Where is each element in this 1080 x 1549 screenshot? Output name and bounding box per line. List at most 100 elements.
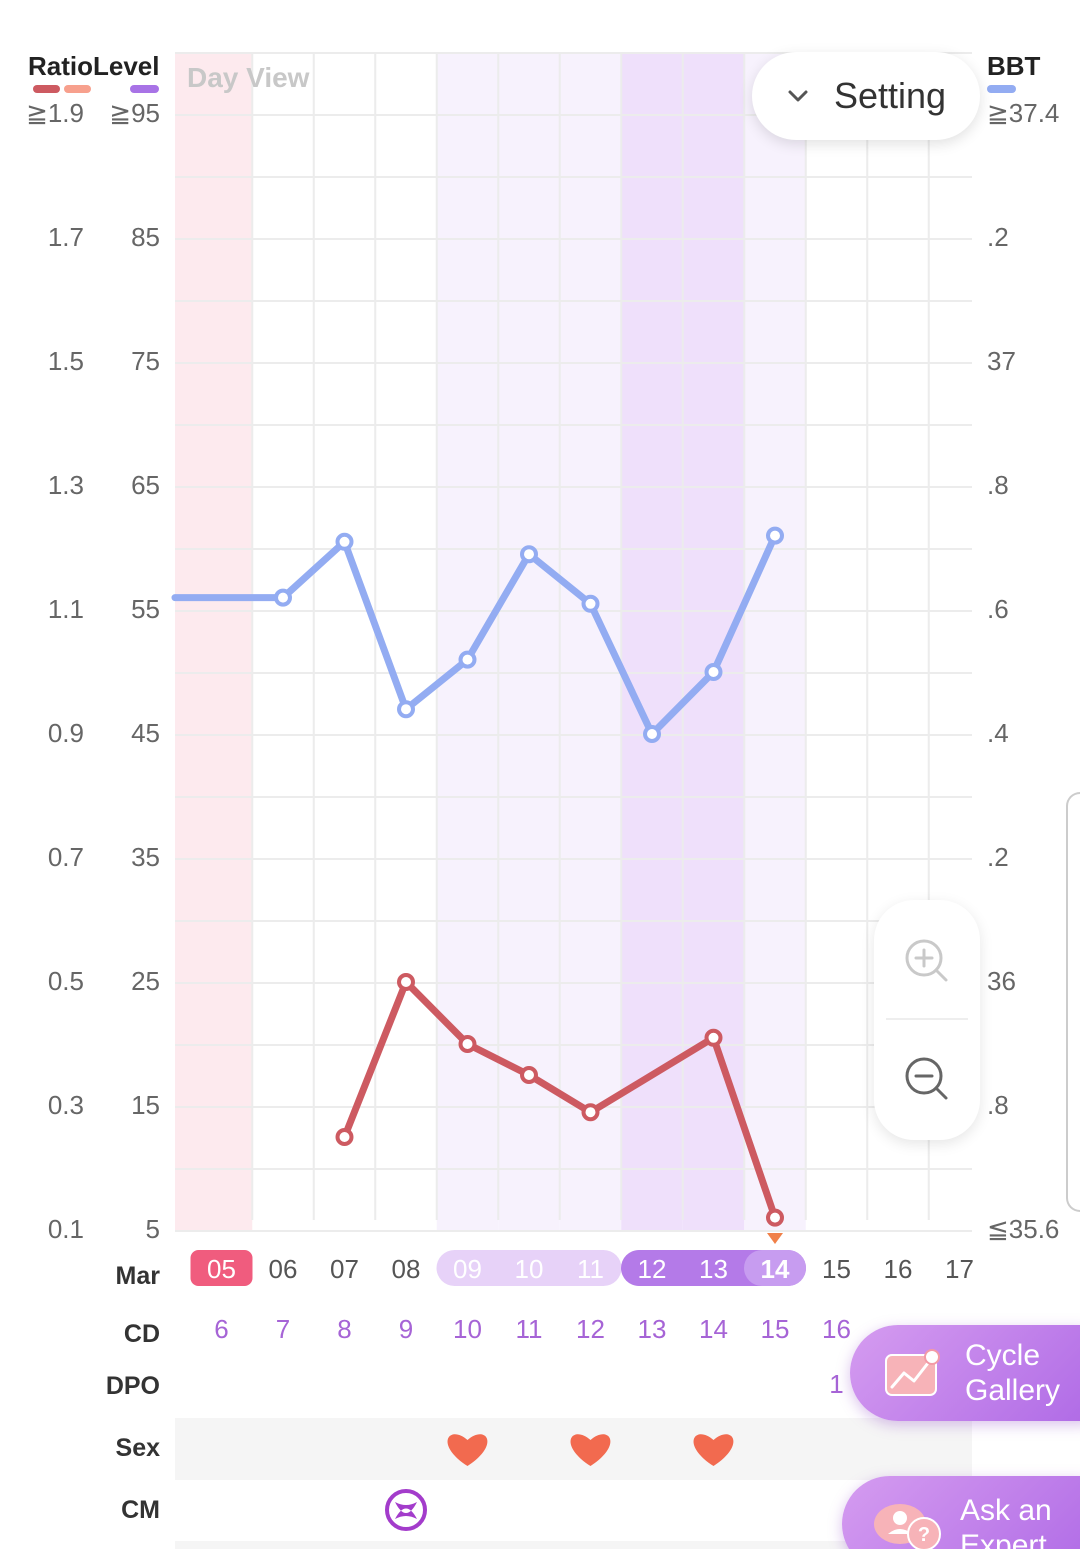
bbt-point	[274, 588, 292, 607]
bbt-point	[458, 650, 477, 669]
zoom-divider	[886, 1018, 968, 1020]
level-tick-label: 45	[131, 718, 160, 748]
day-label: 08	[392, 1254, 421, 1284]
bbt-tick-label: .8	[987, 470, 1009, 500]
level-color-swatch	[130, 85, 159, 93]
bbt-point	[581, 594, 600, 613]
setting-button[interactable]: Setting	[752, 52, 980, 140]
ratio-tick-label: 1.1	[47, 594, 84, 624]
dpo-label: 1	[829, 1369, 843, 1399]
zoom-controls	[874, 900, 980, 1140]
ratio-tick-label: 0.5	[47, 966, 84, 996]
peak-band	[621, 53, 683, 1231]
day-label: 09	[453, 1254, 482, 1284]
ratio-point	[766, 1208, 784, 1227]
bbt-point	[397, 700, 415, 719]
bbt-point	[766, 526, 784, 545]
bbt-point	[704, 663, 723, 681]
today-pill	[744, 1250, 806, 1286]
ratio-point	[581, 1103, 600, 1122]
period-band	[175, 53, 253, 1231]
heart-icon	[693, 1434, 734, 1466]
cycle-day-label: 14	[699, 1314, 728, 1344]
level-tick-label: 65	[131, 470, 160, 500]
level-header: Level	[93, 51, 160, 81]
sex-label: Sex	[115, 1434, 160, 1462]
cm-label: CM	[121, 1496, 160, 1524]
gallery-chart-icon	[885, 1349, 940, 1396]
day-label: 10	[515, 1254, 544, 1284]
bbt-tick-label: ≦35.6	[987, 1214, 1060, 1244]
cycle-gallery-line1: Cycle	[965, 1339, 1041, 1372]
ratio-tick-label: 0.3	[47, 1090, 84, 1120]
ratio-tick-label: ≧1.9	[26, 98, 84, 128]
level-tick-label: 85	[131, 222, 160, 252]
bbt-tick-label: .2	[987, 842, 1009, 872]
cycle-day-label: 16	[822, 1314, 851, 1344]
bbt-header: BBT	[987, 51, 1041, 81]
cycle-gallery-button[interactable]: Cycle Gallery	[850, 1325, 1080, 1421]
ratio-point	[704, 1028, 723, 1047]
ratio-tick-label: 1.7	[47, 222, 84, 252]
ask-expert-button[interactable]: ? Ask an Expert	[842, 1476, 1080, 1549]
bbt-color-swatch	[987, 85, 1016, 93]
today-marker	[767, 1233, 783, 1244]
day-label: 11	[577, 1254, 604, 1284]
setting-label: Setting	[834, 75, 947, 116]
bbt-tick-label: .6	[987, 594, 1009, 624]
ratio-point	[458, 1035, 477, 1053]
day-label: 16	[884, 1254, 913, 1284]
side-drawer-handle[interactable]	[1066, 792, 1080, 1212]
cycle-day-label: 15	[761, 1314, 790, 1344]
ratio-color-swatch-light	[64, 85, 91, 93]
ratio-tick-label: 0.1	[47, 1214, 84, 1244]
ratio-tick-label: 0.7	[47, 842, 84, 872]
bbt-tick-label: .8	[987, 1090, 1009, 1120]
cycle-day-label: 12	[576, 1314, 605, 1344]
fertile-pill	[436, 1250, 622, 1286]
zoom-out-icon[interactable]	[904, 1056, 950, 1102]
day-label: 06	[269, 1254, 298, 1284]
bbt-point	[643, 725, 661, 743]
bbt-tick-label: ≧37.4	[987, 98, 1060, 128]
bbt-point	[335, 532, 354, 551]
day-label: 17	[945, 1254, 974, 1284]
ratio-point	[335, 1128, 354, 1146]
level-tick-label: 75	[131, 346, 160, 376]
day-label: 12	[638, 1254, 667, 1284]
cycle-day-label: 10	[453, 1314, 482, 1344]
today-band	[744, 53, 806, 1231]
chat-question-icon: ?	[874, 1504, 941, 1549]
ratio-color-swatch	[33, 85, 60, 93]
fertile-band	[498, 53, 560, 1231]
cm-icon	[385, 1489, 427, 1531]
cycle-day-label: 8	[337, 1314, 351, 1344]
bbt-tick-label: 36	[987, 966, 1016, 996]
bbt-tick-label: .4	[987, 718, 1009, 748]
svg-text:?: ?	[918, 1524, 930, 1546]
ratio-tick-label: 0.9	[47, 718, 84, 748]
ratio-tick-label: 1.5	[47, 346, 84, 376]
heart-icon	[447, 1434, 488, 1466]
fertile-band	[436, 53, 499, 1231]
day-label: 15	[822, 1254, 851, 1284]
level-tick-label: 25	[131, 966, 160, 996]
cycle-day-label: 7	[276, 1314, 290, 1344]
day-label: 07	[330, 1254, 359, 1284]
zoom-in-icon[interactable]	[904, 938, 950, 984]
ask-expert-line1: Ask an	[960, 1494, 1052, 1527]
level-tick-label: 5	[145, 1214, 160, 1244]
ask-expert-line2: Expert	[960, 1529, 1047, 1549]
ratio-tick-label: 1.3	[47, 470, 84, 500]
day-view-label: Day View	[187, 62, 310, 93]
cycle-day-label: 11	[516, 1314, 543, 1344]
ratio-header: Ratio	[28, 51, 93, 81]
day-label: 13	[699, 1254, 728, 1284]
day-label: 14	[761, 1254, 790, 1284]
ratio-point	[520, 1066, 538, 1084]
chevron-down-icon	[788, 90, 808, 102]
level-tick-label: 35	[131, 842, 160, 872]
period-pill	[190, 1250, 253, 1286]
